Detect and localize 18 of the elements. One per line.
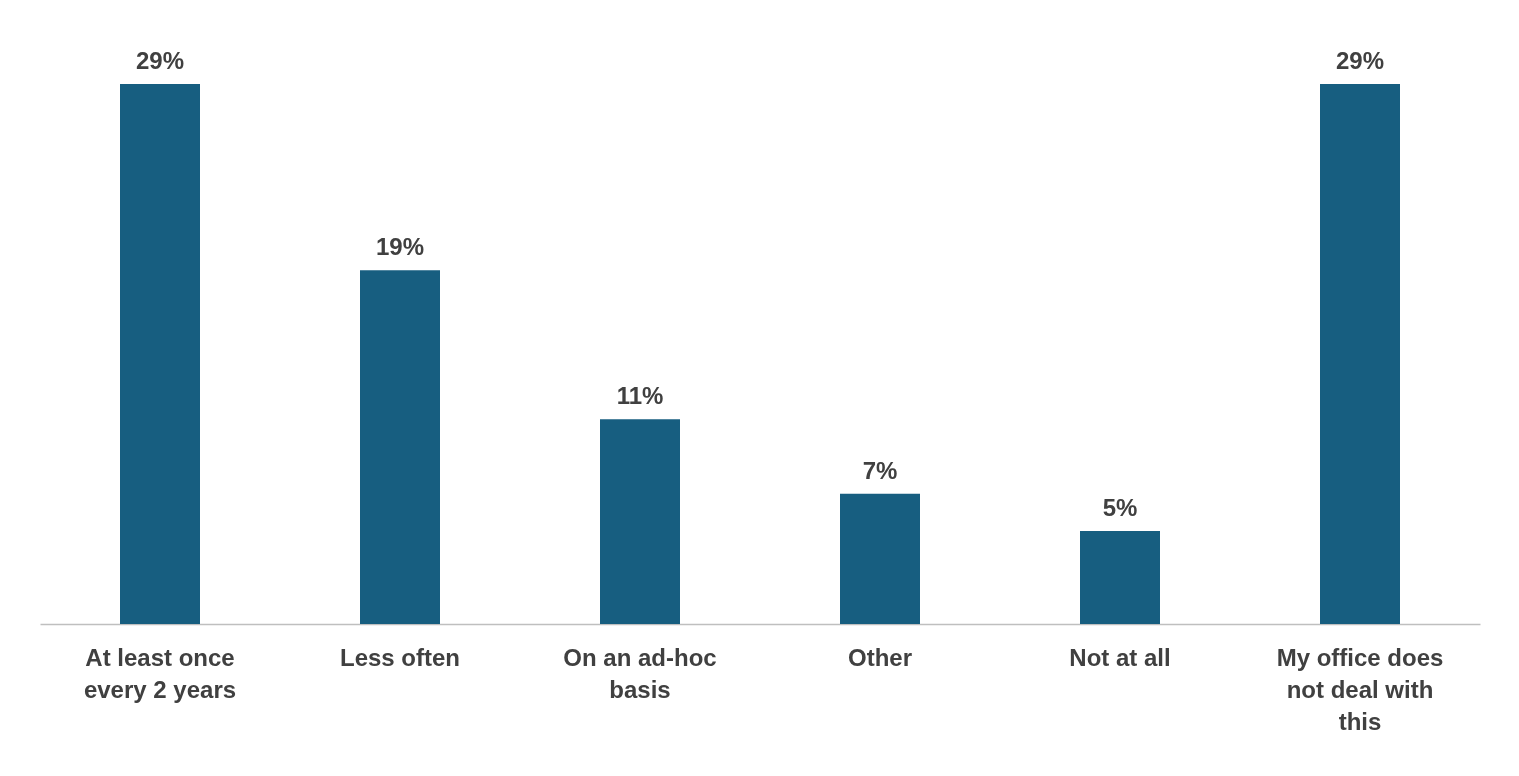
bar [120,84,200,624]
x-tick-label: My office does not deal with this [1276,643,1444,735]
x-tick-label: Not at all [1069,643,1171,671]
x-tick-label: At least once every 2 years [83,643,237,703]
data-label: 7% [862,456,898,484]
data-label: 19% [375,233,425,261]
data-label: 29% [135,47,185,74]
bar [360,270,440,624]
data-label: 11% [616,382,664,410]
x-tick-label: On an ad-hoc basis [563,643,717,703]
x-tick-label: Less often [339,643,461,671]
bar [1080,530,1160,624]
bar [840,493,920,624]
x-tick-label: Other [847,643,913,671]
data-label: 29% [1335,47,1385,74]
bar [1320,84,1400,624]
data-label: 5% [1102,493,1138,521]
bar [600,419,680,624]
